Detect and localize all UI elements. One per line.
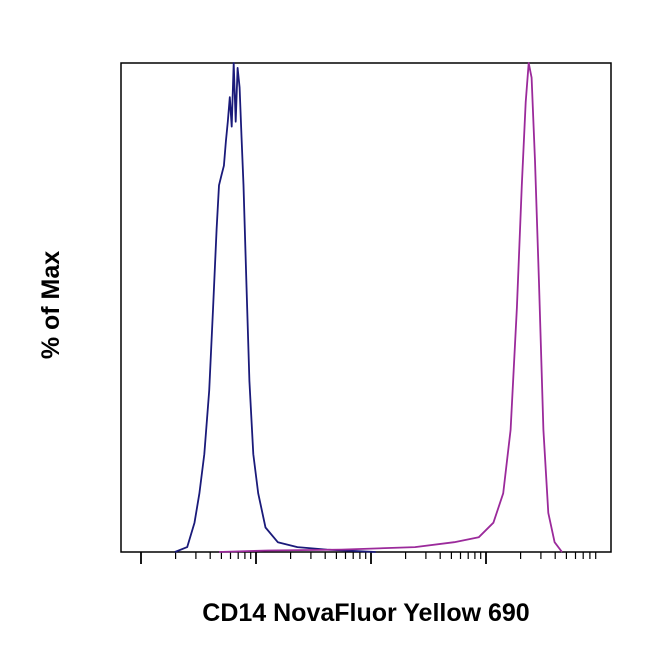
series-layer bbox=[174, 62, 563, 553]
x-axis-ticks bbox=[140, 552, 597, 564]
x-axis-label: CD14 NovaFluor Yellow 690 bbox=[202, 599, 529, 627]
histogram-series-1 bbox=[174, 62, 376, 553]
y-axis-label: % of Max bbox=[37, 251, 65, 359]
histogram-series-2 bbox=[218, 62, 563, 553]
plot-frame bbox=[120, 62, 612, 553]
